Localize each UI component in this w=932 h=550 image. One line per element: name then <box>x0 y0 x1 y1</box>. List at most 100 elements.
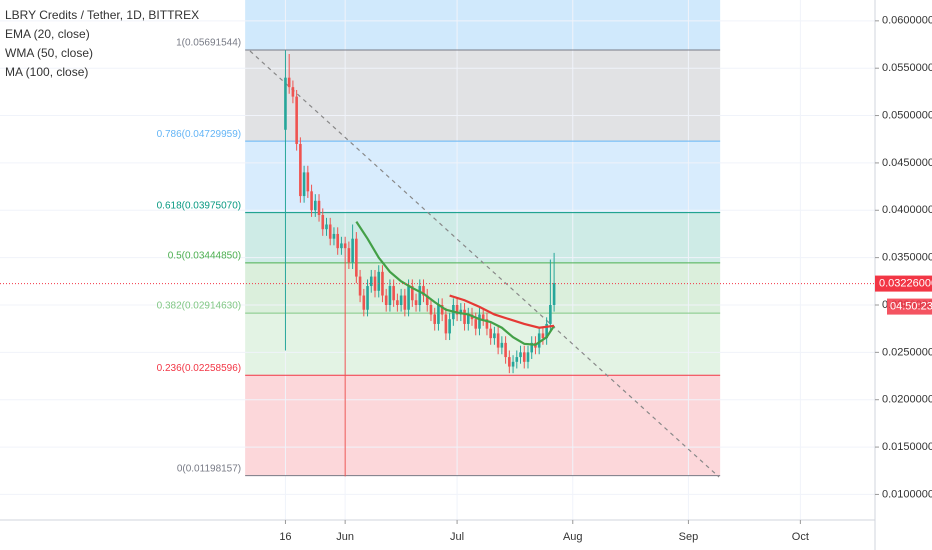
trend-line <box>249 50 720 478</box>
candle-body <box>325 224 328 230</box>
candle-body <box>396 300 399 305</box>
candle-body <box>351 238 354 263</box>
header: LBRY Credits / Tether, 1D, BITTREX EMA (… <box>5 8 199 79</box>
candle-body <box>515 357 519 362</box>
fib-zone <box>245 212 721 263</box>
indicator-line <box>449 294 555 329</box>
candle-body <box>347 248 351 263</box>
candle-body <box>407 286 410 310</box>
grid-layer <box>0 0 875 520</box>
candle-body <box>392 286 395 301</box>
x-tick-label: Oct <box>792 531 809 543</box>
candle-body <box>425 295 429 305</box>
last-price-box <box>875 275 932 292</box>
candle-body <box>381 271 384 296</box>
candle-body <box>455 304 459 315</box>
fib-layer <box>245 49 721 477</box>
candle-body <box>306 172 310 192</box>
fib-zone <box>245 375 721 476</box>
candle-body <box>384 295 388 305</box>
candle-body <box>466 314 470 324</box>
candle-body <box>493 333 496 339</box>
candle-body <box>414 300 418 305</box>
candle-body <box>302 172 306 197</box>
candle-body <box>422 286 425 296</box>
candle-body <box>444 314 448 334</box>
candle-body <box>474 319 478 329</box>
legend-entry: EMA (20, close) <box>5 27 90 41</box>
candle-body <box>313 200 317 211</box>
candle-body <box>440 304 444 315</box>
x-tick-label: 16 <box>279 531 291 543</box>
candle-body <box>310 191 313 211</box>
candle-body <box>508 357 511 367</box>
countdown-box <box>887 298 932 315</box>
fib-zone <box>245 0 721 51</box>
candle-body <box>388 286 392 305</box>
candle-body <box>418 286 422 305</box>
candle-body <box>366 286 369 310</box>
candle-body <box>500 342 504 348</box>
candle-body <box>463 309 466 324</box>
candle-body <box>530 342 534 353</box>
marks-layer <box>0 50 875 477</box>
candle-body <box>355 238 358 277</box>
candle-body <box>478 314 481 329</box>
labels-layer: 1(0.05691544) 0.786(0.04729959) 0.618(0.03… <box>157 38 932 474</box>
legend-entry: WMA (50, close) <box>5 46 93 60</box>
candle-body <box>429 304 433 315</box>
y-tick-label: 0.01000000 <box>882 488 932 500</box>
candle-body <box>399 295 403 305</box>
candle-body <box>358 276 362 296</box>
fib-zone <box>245 141 721 213</box>
countdown-label: 04:50:23 <box>890 300 932 312</box>
background-layer <box>245 0 721 476</box>
fib-label: 0.618(0.03975070) <box>157 200 242 211</box>
fib-label: 0.382(0.02914630) <box>157 301 242 312</box>
x-tick-label: Aug <box>563 531 583 543</box>
candle-body <box>522 352 526 362</box>
candle-body <box>526 352 530 362</box>
x-tick-label: Jul <box>450 531 464 543</box>
candle-body <box>437 304 440 324</box>
candle-body <box>332 233 336 239</box>
candle-body <box>433 314 437 324</box>
fib-label: 0(0.01198157) <box>177 463 241 474</box>
candle-body <box>403 295 407 310</box>
candle-body <box>552 283 556 305</box>
chart-title: LBRY Credits / Tether, 1D, BITTREX <box>5 8 199 22</box>
candle-body <box>485 319 489 329</box>
candle-body <box>545 323 548 339</box>
candle-body <box>549 304 552 324</box>
fib-label: 0.786(0.04729959) <box>157 129 242 140</box>
candle-body <box>481 314 485 320</box>
candle-body <box>496 333 500 348</box>
candle-body <box>328 224 332 239</box>
fib-label: 0.236(0.02258596) <box>157 363 242 374</box>
candle-body <box>295 96 298 144</box>
candle-body <box>291 87 295 97</box>
fib-label: 1(0.05691544) <box>176 38 241 49</box>
candle-body <box>519 352 522 358</box>
candle-body <box>317 200 321 216</box>
x-tick-label: Jun <box>336 531 354 543</box>
candle-body <box>489 328 492 339</box>
candle-body <box>287 77 291 88</box>
candle-body <box>504 342 507 358</box>
legend-entry: MA (100, close) <box>5 65 88 79</box>
fib-zone <box>245 262 721 314</box>
candle-body <box>377 271 381 291</box>
indicator-line <box>355 221 556 346</box>
candle-body <box>448 319 451 334</box>
fib-zone <box>245 313 721 376</box>
candle-body <box>336 233 339 249</box>
